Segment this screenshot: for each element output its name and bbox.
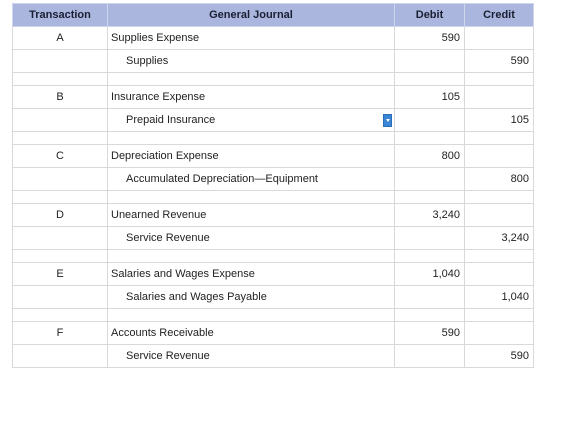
credit-amount: 1,040 xyxy=(501,291,529,303)
credit-cell[interactable]: 590 xyxy=(464,49,534,73)
transaction-id: C xyxy=(12,144,108,168)
transaction-cell xyxy=(12,167,108,191)
credit-cell[interactable] xyxy=(464,26,534,50)
account-cell[interactable]: Supplies Expense xyxy=(107,26,395,50)
transaction-id: A xyxy=(12,26,108,50)
entry-e-credit-row: Salaries and Wages Payable 1,040 xyxy=(12,285,534,309)
entry-a-credit-row: Supplies 590 xyxy=(12,49,534,73)
account-cell[interactable]: Service Revenue xyxy=(107,344,395,368)
entry-c-credit-row: Accumulated Depreciation—Equipment 800 xyxy=(12,167,534,191)
account-name: Supplies Expense xyxy=(111,32,200,44)
debit-amount: 590 xyxy=(441,32,460,44)
debit-amount: 3,240 xyxy=(432,209,460,221)
credit-cell[interactable] xyxy=(464,262,534,286)
debit-cell[interactable] xyxy=(394,49,465,73)
entry-e-debit-row: E Salaries and Wages Expense 1,040 xyxy=(12,262,534,286)
account-name: Supplies xyxy=(126,55,169,67)
account-name: Accumulated Depreciation—Equipment xyxy=(126,173,318,185)
account-name: Service Revenue xyxy=(126,350,210,362)
transaction-cell xyxy=(12,285,108,309)
entry-a-debit-row: A Supplies Expense 590 xyxy=(12,26,534,50)
transaction-id: B xyxy=(12,85,108,109)
debit-cell[interactable]: 590 xyxy=(394,321,465,345)
account-select[interactable]: Prepaid Insurance xyxy=(107,108,395,132)
credit-cell[interactable] xyxy=(464,85,534,109)
debit-amount: 105 xyxy=(441,91,460,103)
account-cell[interactable]: Supplies xyxy=(107,49,395,73)
credit-cell[interactable]: 800 xyxy=(464,167,534,191)
credit-cell[interactable] xyxy=(464,144,534,168)
account-cell[interactable]: Unearned Revenue xyxy=(107,203,395,227)
transaction-cell xyxy=(12,226,108,250)
debit-cell[interactable]: 1,040 xyxy=(394,262,465,286)
credit-amount: 590 xyxy=(510,55,529,67)
entry-d-debit-row: D Unearned Revenue 3,240 xyxy=(12,203,534,227)
account-name: Prepaid Insurance xyxy=(126,114,216,126)
spacer-row xyxy=(12,72,534,86)
debit-cell[interactable]: 800 xyxy=(394,144,465,168)
debit-cell[interactable]: 3,240 xyxy=(394,203,465,227)
entry-f-debit-row: F Accounts Receivable 590 xyxy=(12,321,534,345)
debit-amount: 800 xyxy=(441,150,460,162)
header-row: Transaction General Journal Debit Credit xyxy=(12,3,534,27)
credit-amount: 105 xyxy=(510,114,529,126)
credit-cell[interactable]: 105 xyxy=(464,108,534,132)
account-name: Unearned Revenue xyxy=(111,209,207,221)
account-name: Service Revenue xyxy=(126,232,210,244)
spacer-row xyxy=(12,308,534,322)
credit-cell[interactable]: 590 xyxy=(464,344,534,368)
chevron-down-icon[interactable] xyxy=(383,114,392,127)
credit-cell[interactable] xyxy=(464,203,534,227)
credit-cell[interactable]: 1,040 xyxy=(464,285,534,309)
transaction-id: F xyxy=(12,321,108,345)
entry-c-debit-row: C Depreciation Expense 800 xyxy=(12,144,534,168)
credit-amount: 590 xyxy=(510,350,529,362)
general-journal-header: General Journal xyxy=(107,3,395,27)
general-journal-table: Transaction General Journal Debit Credit… xyxy=(12,3,534,368)
account-name: Depreciation Expense xyxy=(111,150,219,162)
account-cell[interactable]: Accounts Receivable xyxy=(107,321,395,345)
spacer-row xyxy=(12,190,534,204)
debit-cell[interactable] xyxy=(394,285,465,309)
account-cell[interactable]: Insurance Expense xyxy=(107,85,395,109)
credit-header: Credit xyxy=(464,3,534,27)
transaction-cell xyxy=(12,49,108,73)
entry-f-credit-row: Service Revenue 590 xyxy=(12,344,534,368)
debit-amount: 590 xyxy=(441,327,460,339)
debit-header: Debit xyxy=(394,3,465,27)
credit-cell[interactable]: 3,240 xyxy=(464,226,534,250)
spacer-row xyxy=(12,131,534,145)
credit-amount: 3,240 xyxy=(501,232,529,244)
debit-cell[interactable]: 105 xyxy=(394,85,465,109)
debit-cell[interactable] xyxy=(394,108,465,132)
debit-cell[interactable] xyxy=(394,344,465,368)
debit-amount: 1,040 xyxy=(432,268,460,280)
credit-cell[interactable] xyxy=(464,321,534,345)
transaction-id: D xyxy=(12,203,108,227)
account-cell[interactable]: Accumulated Depreciation—Equipment xyxy=(107,167,395,191)
account-name: Salaries and Wages Payable xyxy=(126,291,267,303)
transaction-cell xyxy=(12,344,108,368)
spacer-row xyxy=(12,249,534,263)
account-name: Accounts Receivable xyxy=(111,327,214,339)
account-name: Insurance Expense xyxy=(111,91,206,103)
entry-b-credit-row: Prepaid Insurance 105 xyxy=(12,108,534,132)
transaction-id: E xyxy=(12,262,108,286)
account-cell[interactable]: Service Revenue xyxy=(107,226,395,250)
account-name: Salaries and Wages Expense xyxy=(111,268,255,280)
account-cell[interactable]: Salaries and Wages Payable xyxy=(107,285,395,309)
entry-b-debit-row: B Insurance Expense 105 xyxy=(12,85,534,109)
account-cell[interactable]: Salaries and Wages Expense xyxy=(107,262,395,286)
credit-amount: 800 xyxy=(510,173,529,185)
debit-cell[interactable]: 590 xyxy=(394,26,465,50)
transaction-header: Transaction xyxy=(12,3,108,27)
debit-cell[interactable] xyxy=(394,167,465,191)
debit-cell[interactable] xyxy=(394,226,465,250)
account-cell[interactable]: Depreciation Expense xyxy=(107,144,395,168)
transaction-cell xyxy=(12,108,108,132)
entry-d-credit-row: Service Revenue 3,240 xyxy=(12,226,534,250)
